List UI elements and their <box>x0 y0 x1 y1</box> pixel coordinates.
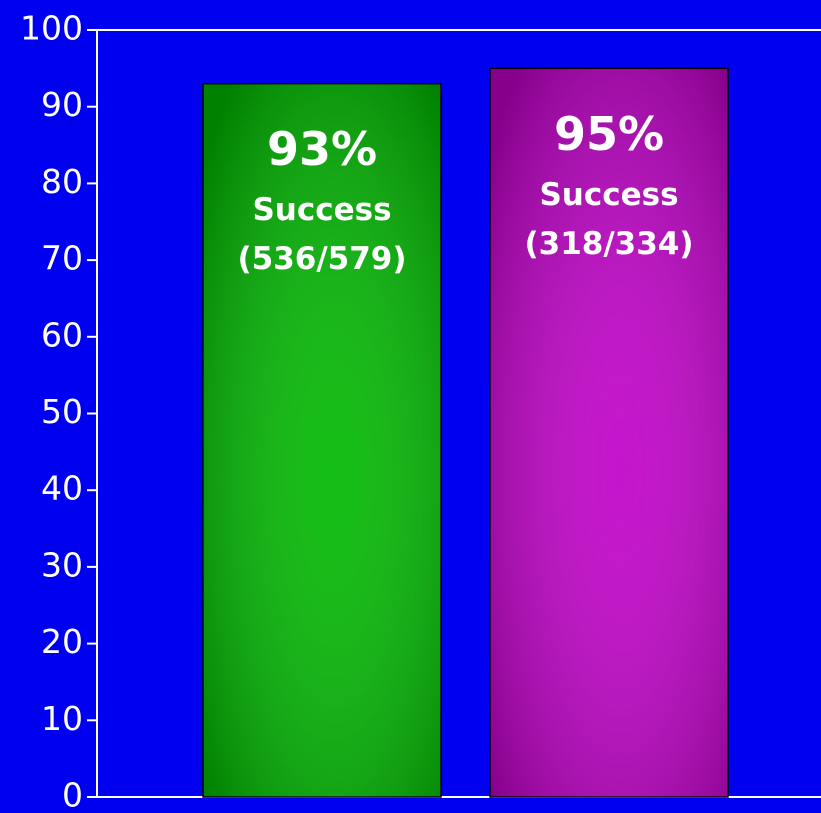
value-label: 93% <box>267 122 377 176</box>
y-tick-label: 50 <box>41 392 83 431</box>
bar-shade <box>490 68 728 798</box>
y-tick-label: 20 <box>41 622 83 661</box>
sub-label: Success <box>539 177 678 213</box>
y-tick-label: 80 <box>41 162 83 201</box>
y-tick-label: 0 <box>62 776 83 813</box>
y-tick-label: 60 <box>41 315 83 354</box>
bar-shade <box>203 83 441 797</box>
sub-label: (536/579) <box>237 241 406 277</box>
y-tick-label: 70 <box>41 239 83 278</box>
value-label: 95% <box>554 107 664 161</box>
y-tick-label: 40 <box>41 469 83 508</box>
sub-label: Success <box>252 192 391 228</box>
y-tick-label: 10 <box>41 699 83 738</box>
y-tick-label: 100 <box>20 9 83 48</box>
sub-label: (318/334) <box>524 226 693 262</box>
y-tick-label: 30 <box>41 545 83 584</box>
y-tick-label: 90 <box>41 85 83 124</box>
